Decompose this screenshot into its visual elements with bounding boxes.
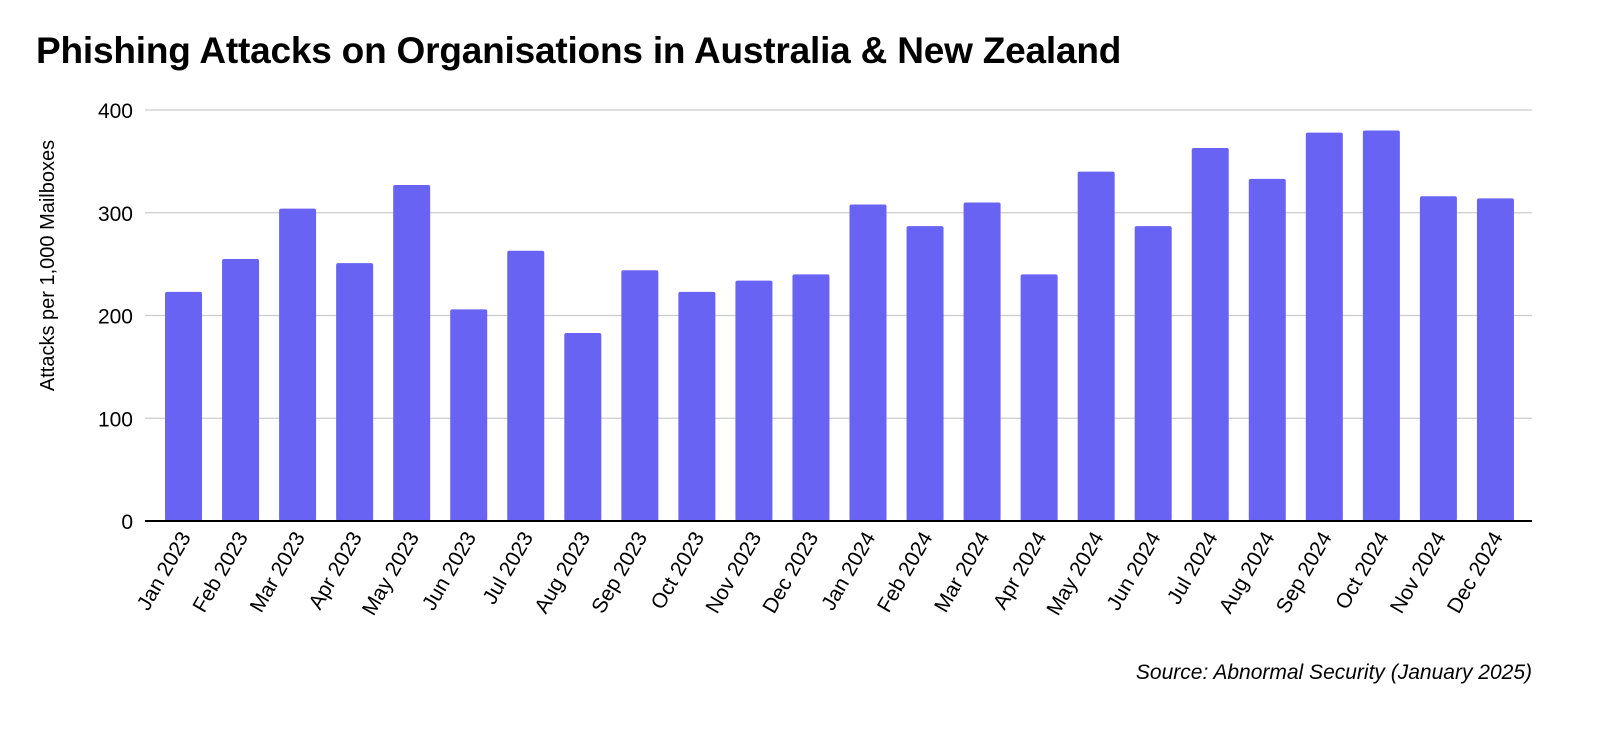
y-tick-label: 0 [121, 511, 133, 534]
bar-jul-2024 [1191, 148, 1229, 521]
bar-sep-2023 [621, 270, 659, 521]
x-tick-label: Jun 2024 [1102, 528, 1165, 615]
bar-mar-2023 [279, 208, 317, 521]
x-tick-label: Dec 2024 [1443, 528, 1508, 618]
bar-sep-2024 [1305, 132, 1343, 522]
y-tick-label: 100 [98, 408, 133, 431]
x-tick-label: Jun 2023 [418, 528, 481, 614]
bar-may-2024 [1077, 171, 1115, 521]
bar-jun-2024 [1134, 226, 1172, 522]
gridlines [145, 109, 1532, 419]
bar-jun-2023 [450, 309, 488, 521]
y-axis-label: Attacks per 1,000 Mailboxes [37, 140, 59, 391]
bar-jan-2023 [165, 291, 203, 521]
x-tick-label: Nov 2024 [1386, 528, 1451, 618]
bar-nov-2024 [1419, 196, 1457, 521]
y-axis-ticks: 0 100 200 300 400 [98, 100, 133, 534]
x-tick-label: Aug 2024 [1215, 528, 1280, 618]
y-tick-label: 300 [98, 203, 133, 226]
bar-apr-2023 [336, 263, 374, 521]
bar-oct-2024 [1362, 130, 1400, 522]
x-tick-label: Sep 2023 [587, 528, 652, 617]
x-tick-label: Jan 2024 [817, 528, 880, 615]
bar-may-2023 [393, 185, 431, 521]
x-tick-label: Mar 2023 [246, 528, 310, 616]
y-tick-label: 200 [98, 306, 133, 329]
x-tick-label: Jan 2023 [133, 528, 196, 614]
bar-dec-2024 [1476, 198, 1514, 522]
source-note: Source: Abnormal Security (January 2025) [1135, 661, 1532, 684]
x-tick-label: Jul 2023 [478, 528, 538, 608]
bar-apr-2024 [1020, 274, 1058, 521]
bar-aug-2023 [564, 332, 602, 521]
x-tick-label: Feb 2024 [873, 528, 937, 617]
x-tick-label: Aug 2023 [530, 528, 595, 617]
y-tick-label: 400 [98, 100, 133, 123]
bar-feb-2023 [222, 258, 260, 521]
bar-jul-2023 [507, 250, 545, 521]
x-tick-label: Apr 2023 [304, 528, 367, 613]
x-tick-label: Jul 2024 [1163, 528, 1223, 609]
bar-nov-2023 [735, 280, 773, 521]
bars [165, 130, 1514, 522]
x-tick-label: Oct 2023 [647, 528, 710, 613]
x-tick-label: Sep 2024 [1272, 528, 1337, 618]
x-tick-label: Apr 2024 [989, 528, 1052, 614]
x-tick-label: May 2023 [358, 528, 424, 619]
x-tick-label: Oct 2024 [1331, 528, 1394, 614]
bar-oct-2023 [678, 291, 716, 521]
bar-mar-2024 [963, 202, 1001, 521]
x-tick-label: Mar 2024 [930, 528, 994, 617]
bar-aug-2024 [1248, 178, 1286, 521]
bar-feb-2024 [906, 226, 944, 522]
x-tick-label: May 2024 [1042, 528, 1108, 620]
chart-title: Phishing Attacks on Organisations in Aus… [36, 30, 1122, 71]
x-tick-label: Dec 2023 [758, 528, 823, 617]
bar-jan-2024 [849, 204, 887, 521]
x-tick-label: Feb 2023 [189, 528, 253, 616]
x-tick-label: Nov 2023 [701, 528, 766, 617]
bar-dec-2023 [792, 274, 830, 521]
